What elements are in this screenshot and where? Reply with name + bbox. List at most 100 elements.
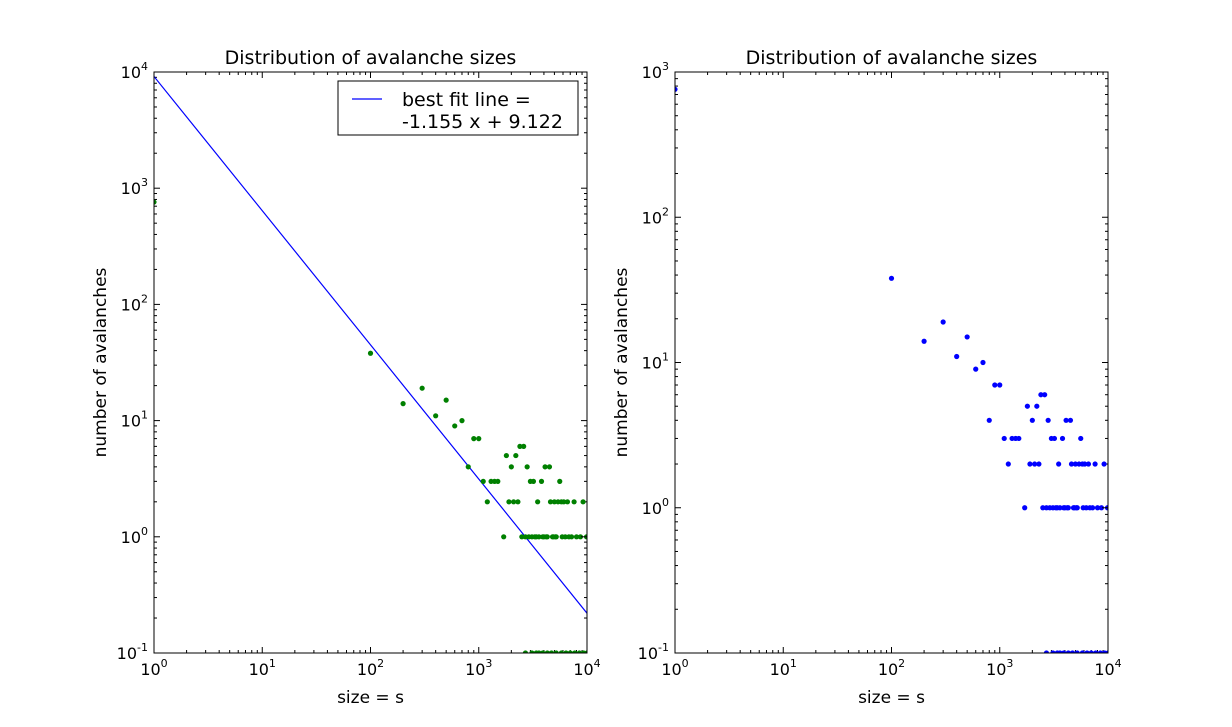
data-point (495, 478, 501, 484)
x-tick-exponent: 3 (485, 657, 492, 670)
data-point (1079, 650, 1085, 653)
x-tick-base: 10 (986, 660, 1006, 679)
data-point (1083, 505, 1089, 511)
data-point (530, 478, 537, 484)
x-tick-exponent: 1 (790, 657, 797, 670)
data-point (400, 401, 406, 407)
data-point (921, 338, 927, 344)
y-tick-base: 10 (121, 295, 141, 314)
data-point (940, 319, 946, 325)
data-point (568, 534, 575, 540)
x-axis-label: size = s (337, 688, 404, 708)
x-tick-exponent: 3 (1006, 657, 1013, 670)
legend-label-line: best fit line = (402, 89, 531, 111)
data-point (557, 478, 563, 484)
data-point (508, 464, 514, 470)
data-point (1045, 417, 1051, 423)
data-point (452, 423, 458, 429)
y-tick-exponent: 4 (141, 60, 148, 73)
data-point (544, 650, 550, 653)
data-point (561, 499, 567, 505)
legend-label-line: -1.155 x + 9.122 (402, 111, 563, 133)
data-point (1067, 417, 1074, 423)
data-point (1043, 650, 1050, 653)
x-tick-base: 10 (573, 660, 593, 679)
data-point (562, 534, 568, 540)
x-tick-base: 10 (140, 660, 160, 679)
y-tick-base: 10 (638, 644, 658, 663)
data-point (986, 417, 992, 423)
y-tick-exponent: -1 (658, 641, 669, 654)
data-point (553, 650, 559, 653)
data-point (536, 534, 542, 540)
x-tick-exponent: 4 (1115, 657, 1122, 670)
data-point (1065, 505, 1071, 511)
data-point (522, 650, 529, 653)
y-tick-base: 10 (121, 412, 141, 431)
y-tick-base: 10 (121, 179, 141, 198)
data-point (459, 418, 465, 424)
data-point (503, 452, 509, 459)
x-tick-exponent: 0 (161, 657, 168, 670)
data-point (580, 499, 586, 505)
data-point (1094, 505, 1101, 511)
x-axis-label: size = s (858, 688, 925, 708)
x-tick-label: 103 (986, 657, 1013, 679)
data-point (1084, 650, 1090, 653)
y-tick-label: 103 (121, 176, 148, 198)
data-point (1040, 505, 1046, 511)
data-point (1065, 650, 1071, 653)
legend-label: best fit line = -1.155 x + 9.122 (402, 89, 563, 133)
data-point (154, 199, 157, 205)
y-tick-base: 10 (121, 63, 141, 82)
data-point (1098, 505, 1105, 511)
y-tick-label: 103 (642, 60, 669, 82)
data-point (576, 650, 582, 653)
y-tick-exponent: 3 (141, 176, 148, 189)
data-point (480, 478, 486, 484)
data-point (888, 275, 895, 281)
y-tick-exponent: 1 (662, 351, 669, 364)
data-point (443, 397, 449, 403)
data-point (1027, 461, 1033, 467)
data-point (367, 350, 374, 356)
data-point (1024, 403, 1030, 409)
x-tick-label: 102 (878, 657, 905, 679)
x-tick-base: 10 (357, 660, 377, 679)
data-point (997, 382, 1003, 388)
data-point (546, 464, 553, 470)
data-points (675, 86, 1108, 653)
x-tick-label: 103 (465, 657, 492, 679)
y-tick-base: 10 (642, 354, 662, 373)
data-point (1072, 461, 1079, 467)
y-tick-exponent: 3 (662, 60, 669, 73)
data-point (517, 443, 523, 449)
data-point (1085, 461, 1092, 467)
legend-box (337, 80, 579, 136)
x-tick-exponent: 0 (682, 657, 689, 670)
data-point (542, 464, 548, 470)
y-tick-base: 10 (642, 499, 662, 518)
y-tick-label: 10-1 (638, 641, 669, 663)
data-point (538, 478, 545, 484)
y-tick-label: 10-1 (117, 641, 148, 663)
y-tick-label: 104 (121, 60, 148, 82)
data-point (577, 534, 584, 540)
data-point (572, 650, 578, 653)
data-point (524, 464, 530, 470)
data-point (567, 650, 573, 653)
data-point (471, 436, 477, 442)
data-point (1093, 650, 1099, 653)
data-point (551, 499, 558, 505)
y-tick-label: 100 (642, 496, 669, 518)
data-point (1022, 505, 1028, 511)
y-axis-label: number of avalanches (91, 267, 111, 457)
data-point (1074, 505, 1080, 511)
data-point (548, 650, 555, 653)
x-tick-base: 10 (1094, 660, 1114, 679)
data-point (513, 452, 519, 459)
data-point (980, 359, 986, 366)
chart-title: Distribution of avalanche sizes (746, 47, 1038, 69)
